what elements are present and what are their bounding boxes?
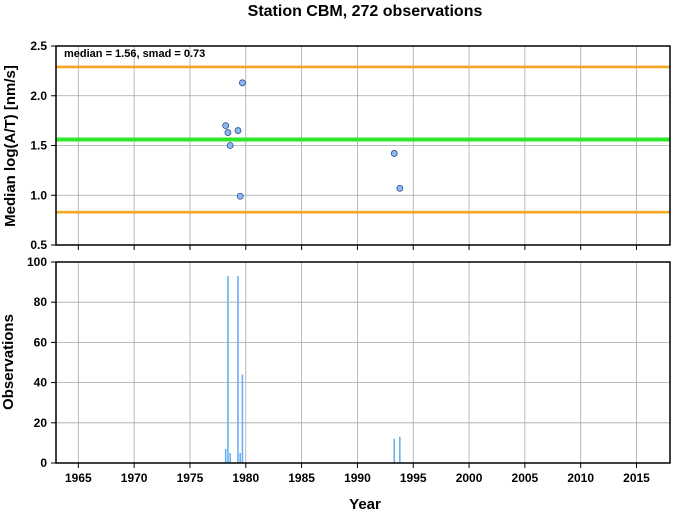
x-tick-label: 1995: [400, 471, 427, 485]
bottom-bars: [224, 276, 401, 463]
top-grid: [56, 46, 670, 245]
x-tick-label: 1980: [232, 471, 259, 485]
x-tick-label: 2005: [512, 471, 539, 485]
top-plot: 0.5 1.0 1.5 2.0 2.5 median = 1.56, smad = 0.…: [2, 39, 671, 252]
top-y-tick-label: 1.5: [30, 139, 47, 153]
bottom-y-tick-label: 60: [34, 335, 48, 349]
bottom-y-ticks: 0 20 40 60 80 100: [27, 255, 56, 470]
data-point: [224, 129, 232, 136]
bottom-y-tick-label: 40: [34, 376, 48, 390]
top-y-tick-label: 1.0: [30, 188, 47, 202]
data-point: [396, 184, 404, 192]
top-y-tick-label: 0.5: [30, 238, 47, 252]
data-point: [239, 79, 246, 87]
bottom-plot: 0 20 40 60 80 100 1965 1970 1975 1980 1985 1990 199…: [0, 255, 671, 511]
bottom-y-tick-label: 0: [40, 456, 47, 470]
data-point: [234, 127, 242, 134]
data-point: [222, 122, 230, 129]
data-point: [236, 192, 244, 200]
top-y-axis-label: Median log(A/T) [nm/s]: [2, 65, 19, 227]
bottom-y-axis-label: Observations: [0, 314, 17, 410]
top-x-ticks: [77, 245, 638, 250]
top-reference-lines: [56, 65, 670, 214]
x-tick-label: 2010: [567, 471, 594, 485]
top-y-tick-label: 2.0: [30, 89, 47, 103]
x-tick-label: 1985: [288, 471, 315, 485]
top-y-tick-label: 2.5: [30, 39, 47, 53]
x-tick-label: 1965: [65, 471, 92, 485]
top-y-ticks: 0.5 1.0 1.5 2.0 2.5: [30, 39, 56, 252]
bottom-y-tick-label: 20: [34, 416, 48, 430]
x-axis-label: Year: [349, 496, 381, 511]
x-tick-label: 2015: [623, 471, 650, 485]
x-tick-label: 1975: [177, 471, 204, 485]
bottom-y-tick-label: 80: [34, 295, 48, 309]
x-tick-label: 1970: [121, 471, 148, 485]
x-tick-label: 1990: [344, 471, 371, 485]
bottom-plot-frame: [55, 261, 671, 464]
data-point: [226, 142, 234, 149]
bottom-y-tick-label: 100: [27, 255, 47, 269]
top-points: [222, 79, 404, 200]
x-tick-label: 2000: [456, 471, 483, 485]
data-point: [390, 150, 398, 157]
bottom-grid: [56, 262, 670, 463]
bottom-x-ticks: 1965 1970 1975 1980 1985 1990 1995 2000 2005 2010…: [65, 463, 650, 485]
chart-title: Station CBM, 272 observations: [248, 3, 483, 20]
stats-annotation: median = 1.56, smad = 0.73: [64, 48, 205, 60]
